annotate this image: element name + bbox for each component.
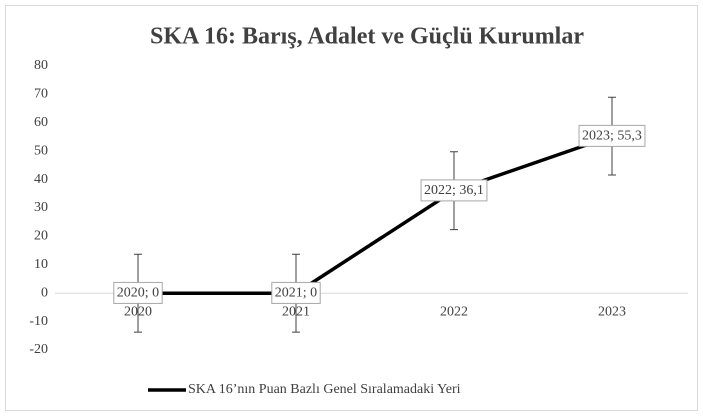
data-label-text: 2023; 55,3 (582, 128, 642, 143)
data-label: 2020; 0 (113, 281, 163, 304)
y-tick-label: 20 (34, 229, 48, 244)
y-tick-label: 50 (34, 143, 48, 158)
y-tick-label: 0 (41, 285, 48, 300)
data-label-box (113, 281, 163, 304)
x-tick-label: 2022 (440, 304, 468, 319)
data-label-box (578, 124, 646, 147)
data-label-box (420, 179, 488, 202)
y-tick-label: 30 (34, 200, 48, 215)
y-tick-label: 40 (34, 172, 48, 187)
data-label-text: 2022; 36,1 (424, 183, 484, 198)
series-line (138, 134, 613, 295)
y-tick-label: -10 (29, 314, 48, 329)
y-tick-label: 10 (34, 257, 48, 272)
data-label-text: 2020; 0 (117, 285, 159, 300)
x-tick-label: 2023 (598, 304, 626, 319)
legend-label: SKA 16’nın Puan Bazlı Genel Sıralamadaki… (188, 382, 461, 397)
chart-border (5, 5, 698, 411)
data-label-text: 2021; 0 (275, 285, 317, 300)
chart-title: SKA 16: Barış, Adalet ve Güçlü Kurumlar (150, 24, 584, 50)
y-tick-label: 60 (34, 115, 48, 130)
y-tick-label: 80 (34, 58, 48, 73)
y-tick-label: 70 (34, 87, 48, 102)
data-label: 2021; 0 (271, 281, 321, 304)
data-label: 2022; 36,1 (420, 179, 488, 202)
data-label-box (271, 281, 321, 304)
data-label: 2023; 55,3 (578, 124, 646, 147)
y-tick-label: -20 (29, 342, 48, 357)
